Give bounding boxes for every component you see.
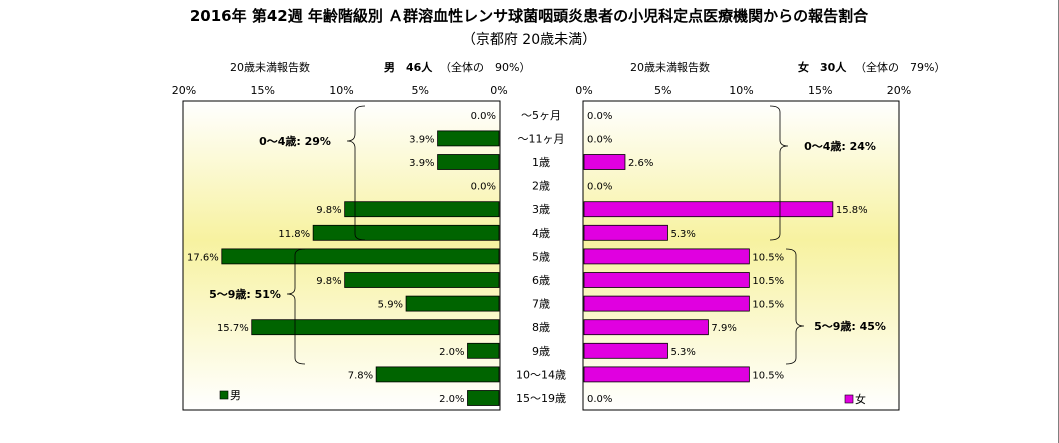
male-bar — [437, 130, 500, 147]
male-share-label: （全体の 90%） — [440, 60, 530, 74]
female-bar — [583, 342, 668, 359]
male-value-label: 17.6% — [187, 252, 219, 263]
male-bar — [221, 248, 500, 265]
male-value-label: 9.8% — [316, 276, 341, 287]
male-value-label: 7.8% — [348, 370, 373, 381]
male-tick-label: 5% — [412, 84, 429, 97]
male-axis: 20% 15% 10% 5% 0% — [172, 84, 508, 97]
female-group-label: 女 30人 — [798, 60, 847, 74]
female-bar — [583, 272, 750, 288]
male-value-label: 0.0% — [471, 182, 496, 193]
male-bar — [467, 342, 500, 359]
female-value-label: 10.5% — [752, 300, 784, 311]
female-value-label: 0.0% — [587, 134, 612, 145]
male-bar — [251, 319, 500, 336]
female-tick-label: 5% — [654, 84, 671, 97]
male-bracket-0-4 — [346, 105, 366, 241]
male-legend-swatch — [219, 390, 229, 400]
male-bar — [344, 272, 500, 288]
female-value-label: 5.3% — [670, 229, 695, 240]
age-category-label: 15～19歳 — [516, 392, 566, 405]
male-annotation-5-9: 5～9歳: 51% — [209, 287, 281, 301]
age-category-label: 9歳 — [532, 345, 550, 358]
age-category-label: ～5ヶ月 — [521, 109, 561, 122]
female-tick-label: 10% — [729, 84, 753, 97]
male-annotation-0-4: 0～4歳: 29% — [259, 134, 331, 148]
male-group-label: 男 46人 — [384, 60, 433, 74]
female-bars: 0.0% 0.0% 2.6% 0.0% 15.8% 5.3% 10.5% 10.5% 10.5%… — [583, 111, 868, 405]
male-bracket-5-9 — [286, 248, 306, 365]
female-legend-swatch — [844, 394, 854, 404]
age-category-labels: ～5ヶ月 ～11ヶ月 1歳 2歳 3歳 4歳 5歳 6歳 7歳 8歳 9歳 10～14歳 15～19歳 — [516, 109, 566, 405]
male-value-label: 2.0% — [439, 394, 464, 405]
female-bar — [583, 201, 834, 218]
male-tick-label: 10% — [329, 84, 353, 97]
chart-title: 2016年 第42週 年齢階級別 Ａ群溶血性レンサ球菌咽頭炎患者の小児科定点医療… — [190, 7, 869, 25]
age-category-label: 8歳 — [532, 321, 550, 334]
male-bar — [344, 201, 500, 218]
female-tick-label: 20% — [887, 84, 911, 97]
male-tick-label: 20% — [172, 84, 196, 97]
female-axis: 0% 5% 10% 15% 20% — [575, 84, 911, 97]
age-category-label: 5歳 — [532, 250, 550, 263]
male-value-label: 2.0% — [439, 347, 464, 358]
female-value-label: 2.6% — [628, 158, 653, 169]
female-value-label: 7.9% — [711, 323, 736, 334]
female-share-label: （全体の 79%） — [855, 60, 945, 74]
male-value-label: 5.9% — [378, 300, 403, 311]
female-bar — [583, 295, 750, 312]
female-bar — [583, 154, 626, 170]
male-tick-label: 15% — [251, 84, 275, 97]
female-tick-label: 0% — [575, 84, 592, 97]
male-bar — [467, 390, 500, 406]
male-value-label: 15.7% — [217, 323, 249, 334]
age-category-label: 6歳 — [532, 274, 550, 287]
male-bar — [375, 366, 500, 383]
female-bar — [583, 248, 750, 265]
male-bar — [405, 295, 500, 312]
female-tick-label: 15% — [808, 84, 832, 97]
age-category-label: 3歳 — [532, 203, 550, 216]
age-category-label: 2歳 — [532, 180, 550, 193]
chart-subtitle: （京都府 20歳未満） — [462, 32, 596, 48]
male-value-label: 9.8% — [316, 205, 341, 216]
female-annotation-0-4: 0～4歳: 24% — [804, 139, 876, 153]
male-tick-label: 0% — [490, 84, 507, 97]
female-bracket-5-9 — [785, 248, 805, 365]
male-value-label: 0.0% — [471, 111, 496, 122]
female-value-label: 10.5% — [752, 370, 784, 381]
male-value-label: 11.8% — [278, 229, 310, 240]
age-category-label: 7歳 — [532, 298, 550, 311]
female-bracket-0-4 — [769, 105, 789, 241]
female-count-label: 20歳未満報告数 — [630, 61, 710, 74]
female-value-label: 15.8% — [836, 205, 868, 216]
female-bar — [583, 319, 709, 336]
male-legend-label: 男 — [230, 389, 241, 402]
female-value-label: 0.0% — [587, 394, 612, 405]
male-value-label: 3.9% — [409, 134, 434, 145]
female-value-label: 0.0% — [587, 111, 612, 122]
female-annotation-5-9: 5～9歳: 45% — [814, 319, 886, 333]
female-value-label: 10.5% — [752, 252, 784, 263]
female-bar — [583, 366, 750, 383]
age-category-label: 10～14歳 — [516, 368, 566, 381]
female-value-label: 0.0% — [587, 182, 612, 193]
female-bar — [583, 224, 668, 241]
age-category-label: 4歳 — [532, 227, 550, 240]
female-legend-label: 女 — [855, 392, 866, 406]
age-category-label: 1歳 — [532, 156, 550, 169]
female-value-label: 10.5% — [752, 276, 784, 287]
male-value-label: 3.9% — [409, 158, 434, 169]
male-bar — [437, 154, 500, 170]
age-category-label: ～11ヶ月 — [518, 132, 565, 145]
male-count-label: 20歳未満報告数 — [230, 61, 310, 74]
male-bars: 0.0% 3.9% 3.9% 0.0% 9.8% 11.8% 17.6% 9.8% 5.9% 15… — [187, 111, 500, 406]
male-bar — [312, 224, 500, 241]
female-value-label: 5.3% — [670, 347, 695, 358]
